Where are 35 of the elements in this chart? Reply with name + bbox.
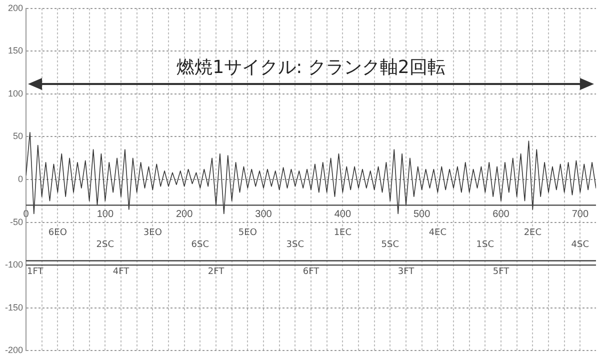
annotation: 4FT — [112, 267, 130, 278]
annotation: 燃焼1サイクル: クランク軸2回転 — [176, 56, 446, 78]
annotation: 2FT — [208, 267, 225, 278]
x-tick-label: 100 — [96, 208, 114, 220]
y-tick-label: -100 — [4, 260, 23, 270]
annotation: 2SC — [96, 240, 114, 250]
annotation: 1EC — [334, 228, 352, 238]
annotation: 1SC — [476, 240, 494, 250]
y-tick-label: 50 — [12, 131, 23, 142]
y-tick-label: 200 — [8, 2, 23, 13]
annotation: 3SC — [286, 240, 304, 250]
annotation: 5SC — [381, 240, 400, 250]
y-tick-label: -50 — [10, 216, 23, 227]
y-tick-label: -200 — [4, 345, 23, 356]
x-tick-label: 500 — [413, 208, 431, 220]
annotation: 3FT — [398, 267, 415, 278]
x-tick-label: 600 — [492, 208, 510, 220]
annotation: 5EO — [238, 228, 257, 238]
y-tick-label: -150 — [4, 302, 23, 312]
annotation: 1FT — [27, 267, 44, 278]
annotation: 4SC — [571, 240, 590, 250]
y-tick-label: 100 — [8, 88, 23, 98]
x-tick-label: 700 — [572, 208, 589, 220]
annotation: 6FT — [302, 267, 320, 278]
annotation: 5FT — [492, 267, 510, 278]
annotation: 4EC — [428, 228, 447, 238]
y-tick-label: 0 — [18, 174, 23, 184]
x-tick-label: 200 — [176, 208, 194, 220]
x-tick-label: 300 — [255, 208, 272, 220]
annotation: 3EO — [143, 228, 162, 238]
annotation: 6EO — [48, 228, 67, 238]
annotation: 2EC — [524, 228, 542, 238]
x-tick-label: 400 — [334, 208, 352, 220]
y-tick-label: 150 — [8, 46, 23, 56]
annotation: 6SC — [191, 240, 210, 250]
